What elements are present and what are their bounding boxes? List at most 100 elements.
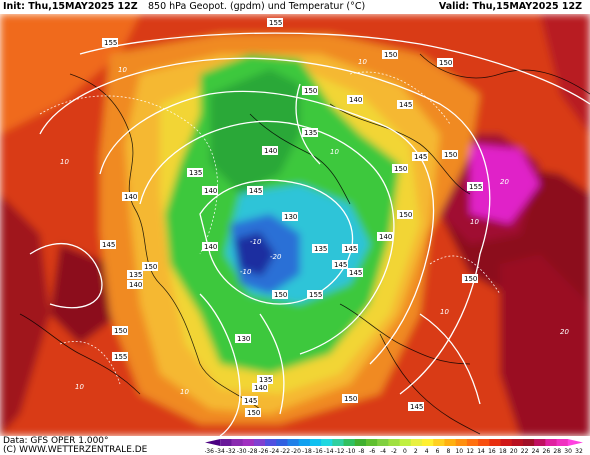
contour-label: 150 — [439, 59, 452, 67]
contour-label: 150 — [144, 263, 157, 271]
color-scale-tick-label: 4 — [425, 448, 429, 455]
contour-label-box — [127, 280, 143, 289]
color-scale-tick-label: -32 — [226, 448, 236, 455]
color-scale-swatch — [220, 439, 232, 446]
website-label: (C) WWW.WETTERZENTRALE.DE — [3, 445, 148, 455]
color-scale-tick-label: 14 — [477, 448, 485, 455]
color-scale-tick-label: -20 — [291, 448, 301, 455]
contour-label: 150 — [464, 275, 477, 283]
contour-label-box — [142, 262, 158, 271]
color-scale-swatch — [545, 439, 557, 446]
contour-label: 140 — [204, 243, 217, 251]
contour-label: 140 — [379, 233, 392, 241]
contour-label-box — [282, 212, 298, 221]
color-scale-swatch — [399, 439, 412, 446]
contour-label: 145 — [244, 397, 257, 405]
color-scale-tick-label: 6 — [436, 448, 440, 455]
color-scale-swatch — [242, 439, 255, 446]
contour-label-box — [412, 152, 428, 161]
contour-label: 140 — [264, 147, 277, 155]
contour-label-box — [382, 50, 398, 59]
contour-label-box — [397, 210, 413, 219]
contour-label-box — [467, 182, 483, 191]
contour-label-box — [392, 164, 408, 173]
color-scale-tick-label: -26 — [259, 448, 269, 455]
contour-label-box — [332, 260, 348, 269]
contour-label-box — [112, 326, 128, 335]
contour-label-box — [247, 186, 263, 195]
contour-label: 145 — [410, 403, 423, 411]
contour-label: 135 — [189, 169, 202, 177]
isotherm-label: -20 — [270, 253, 282, 261]
contour-label-box — [262, 146, 278, 155]
color-scale: -36 -34 -32 -30 -28 -26 -24 -22 -20 -18 -16 -14 -12-… — [205, 439, 583, 455]
contour-label: 135 — [304, 129, 317, 137]
color-scale-swatch — [388, 439, 401, 446]
contour-label: 150 — [444, 151, 457, 159]
color-scale-swatch — [276, 439, 288, 446]
contour-label: 145 — [349, 269, 362, 277]
color-scale-tick-label: -22 — [280, 448, 290, 455]
contour-label: 150 — [399, 211, 412, 219]
color-scale-tick-label: 22 — [521, 448, 529, 455]
color-scale-swatch — [500, 439, 513, 446]
contour-label: 130 — [237, 335, 250, 343]
contour-label: 130 — [284, 213, 297, 221]
color-scale-tick-label: -16 — [313, 448, 323, 455]
isotherm-label: 20 — [500, 178, 509, 186]
contour-label: 150 — [304, 87, 317, 95]
isotherm-label: 10 — [330, 148, 339, 156]
footer: Data: GFS OPER 1.000° (C) WWW.WETTERZENT… — [3, 437, 147, 455]
color-scale-swatch — [534, 439, 546, 446]
contour-label: 135 — [314, 245, 327, 253]
color-scale-tick-label: 8 — [446, 448, 450, 455]
color-scale-tick-label: -36 — [205, 448, 214, 455]
contour-label: 145 — [249, 187, 262, 195]
color-scale-swatch — [231, 439, 244, 446]
contour-label-box — [307, 290, 323, 299]
contour-label-box — [127, 270, 143, 279]
map-title: 850 hPa Geopot. (gpdm) und Temperatur (°… — [148, 1, 366, 12]
contour-label-box — [267, 18, 283, 27]
contour-label: 135 — [259, 376, 272, 384]
contour-label: 155 — [469, 183, 482, 191]
color-scale-tick-label: -10 — [346, 448, 356, 455]
contour-label-box — [272, 290, 288, 299]
contour-label-box — [442, 150, 458, 159]
color-scale-tick-label: 24 — [532, 448, 540, 455]
contour-label: 150 — [247, 409, 260, 417]
contour-label: 155 — [269, 19, 282, 27]
color-scale-swatch — [522, 439, 535, 446]
contour-label: 145 — [334, 261, 347, 269]
color-scale-tick-label: -12 — [335, 448, 345, 455]
contour-label: 145 — [399, 101, 412, 109]
temperature-field — [0, 14, 590, 436]
weather-map: 155 155 150 140 145 135 140 145 135 140 … — [0, 14, 590, 436]
color-scale-swatch — [466, 439, 479, 446]
color-scale-tick-label: -8 — [358, 448, 364, 455]
color-scale-tick-label: 12 — [466, 448, 474, 455]
contour-label: 140 — [254, 384, 267, 392]
contour-label-box — [187, 168, 203, 177]
color-scale-tick-label: -18 — [302, 448, 312, 455]
contour-label: 140 — [124, 193, 137, 201]
color-scale-tick-label: 2 — [414, 448, 418, 455]
contour-label-box — [312, 244, 328, 253]
contour-label-box — [245, 408, 261, 417]
isotherm-label: 10 — [358, 58, 367, 66]
contour-label: 135 — [129, 271, 142, 279]
contour-label-box — [462, 274, 478, 283]
contour-label-box — [377, 232, 393, 241]
contour-label: 150 — [344, 395, 357, 403]
color-scale-tick-label: -28 — [248, 448, 258, 455]
isotherm-label: 10 — [60, 158, 69, 166]
color-scale-swatch — [298, 439, 311, 446]
contour-label: 155 — [104, 39, 117, 47]
init-time-label: Init: Thu,15MAY2025 12Z — [3, 1, 138, 12]
color-scale-swatch — [455, 439, 468, 446]
contour-label: 145 — [102, 241, 115, 249]
isotherm-label: 20 — [560, 328, 569, 336]
color-scale-tick-label: -14 — [324, 448, 334, 455]
isotherm-label: -10 — [240, 268, 252, 276]
color-scale-swatch — [309, 439, 322, 446]
